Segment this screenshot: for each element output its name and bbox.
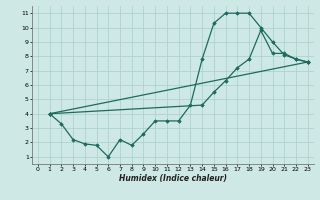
X-axis label: Humidex (Indice chaleur): Humidex (Indice chaleur): [119, 174, 227, 183]
